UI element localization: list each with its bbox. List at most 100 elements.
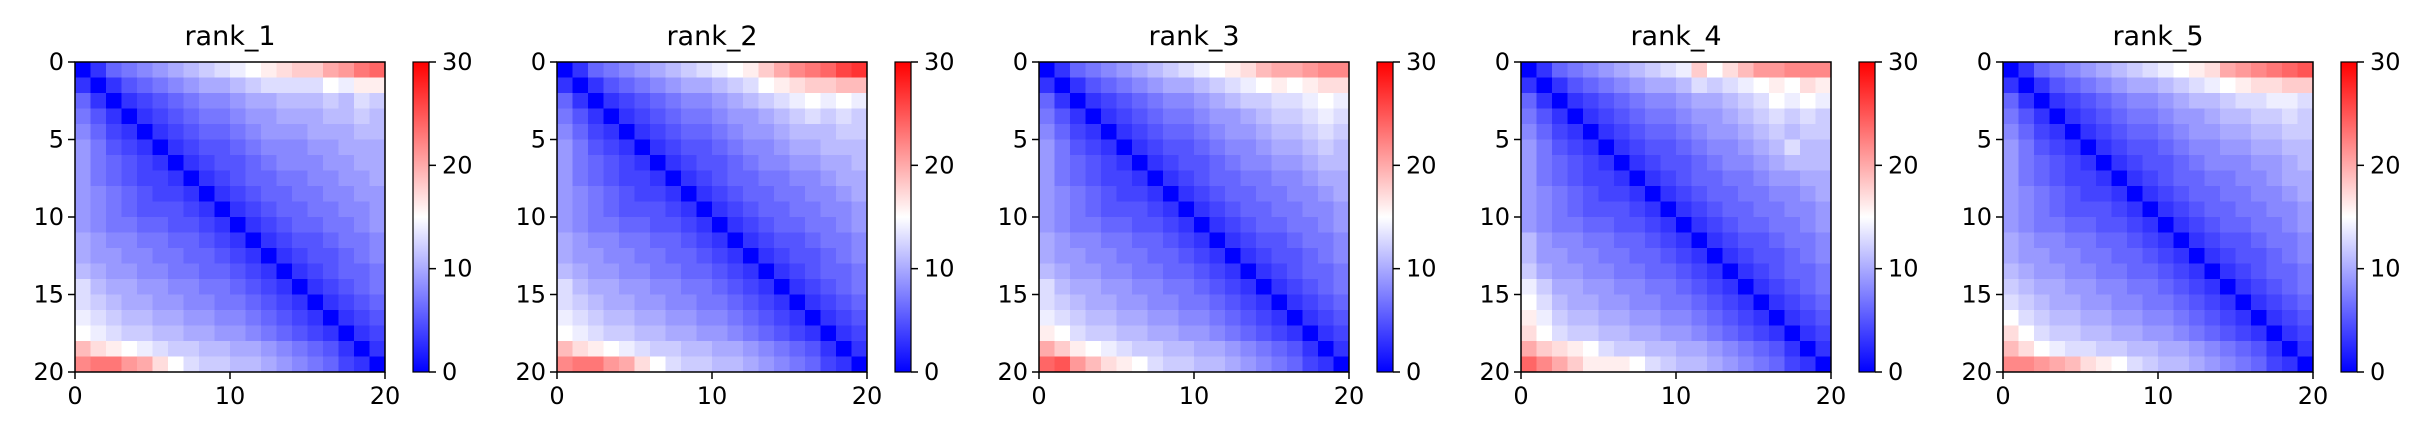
- heatmap-cell: [557, 139, 573, 156]
- heatmap-cell: [1209, 217, 1226, 233]
- heatmap-cell: [1147, 217, 1164, 233]
- heatmap-cell: [1333, 139, 1350, 156]
- heatmap-cell: [121, 108, 138, 125]
- heatmap-cell: [619, 201, 635, 218]
- heatmap-cell: [619, 93, 635, 109]
- heatmap-cell: [2142, 62, 2159, 78]
- heatmap-cell: [1769, 124, 1785, 140]
- heatmap-cell: [1101, 77, 1117, 94]
- heatmap-cell: [2282, 248, 2298, 264]
- heatmap-cell: [1645, 170, 1661, 187]
- heatmap-cell: [774, 93, 790, 109]
- heatmap-cell: [1116, 217, 1133, 233]
- heatmap-cell: [603, 217, 620, 233]
- heatmap-cell: [665, 279, 682, 295]
- heatmap-cell: [245, 124, 262, 140]
- heatmap-cell: [1256, 201, 1272, 218]
- heatmap-cell: [2282, 232, 2298, 249]
- heatmap-cell: [2204, 93, 2221, 109]
- heatmap-cell: [820, 139, 837, 156]
- heatmap-cell: [2297, 294, 2314, 311]
- heatmap-cell: [1567, 93, 1584, 109]
- heatmap-cell: [665, 62, 682, 78]
- heatmap-cell: [836, 186, 852, 202]
- heatmap-cell: [1614, 279, 1630, 295]
- heatmap-cell: [696, 155, 713, 171]
- heatmap-cell: [1660, 93, 1677, 109]
- heatmap-cell: [1629, 217, 1646, 233]
- heatmap-cell: [634, 294, 651, 311]
- heatmap-cell: [727, 62, 744, 78]
- heatmap-cell: [1598, 217, 1615, 233]
- heatmap-cell: [1333, 108, 1350, 125]
- heatmap-cell: [1707, 62, 1723, 78]
- heatmap-cell: [1209, 93, 1226, 109]
- heatmap-cell: [1676, 325, 1692, 342]
- heatmap-cell: [1194, 93, 1210, 109]
- heatmap-cell: [774, 186, 790, 202]
- heatmap-cell: [2158, 201, 2174, 218]
- heatmap-cell: [90, 155, 107, 171]
- heatmap-cell: [2189, 62, 2205, 78]
- heatmap-cell: [2127, 310, 2143, 326]
- heatmap-cell: [261, 62, 277, 78]
- heatmap-cell: [1318, 124, 1334, 140]
- heatmap-cell: [245, 325, 262, 342]
- heatmap-cell: [1645, 186, 1661, 202]
- heatmap-cell: [323, 124, 339, 140]
- heatmap-cell: [2220, 62, 2236, 78]
- heatmap-cell: [2297, 232, 2314, 249]
- heatmap-cell: [1209, 155, 1226, 171]
- heatmap-cell: [634, 62, 651, 78]
- heatmap-cell: [2096, 248, 2112, 264]
- heatmap-cell: [137, 263, 153, 280]
- heatmap-cell: [1070, 341, 1086, 357]
- heatmap-cell: [1085, 279, 1102, 295]
- heatmap-cell: [1333, 248, 1350, 264]
- heatmap-cell: [2266, 341, 2283, 357]
- heatmap-cell: [2034, 155, 2050, 171]
- heatmap-cell: [774, 248, 790, 264]
- heatmap-cell: [2266, 170, 2283, 187]
- heatmap-cell: [292, 263, 308, 280]
- heatmap-cell: [1225, 356, 1241, 373]
- heatmap-cell: [338, 217, 355, 233]
- heatmap-cell: [712, 341, 728, 357]
- heatmap-cell: [183, 62, 200, 78]
- heatmap-cell: [323, 356, 339, 373]
- heatmap-cell: [1240, 248, 1257, 264]
- heatmap-cell: [588, 248, 604, 264]
- heatmap-cell: [727, 124, 744, 140]
- heatmap-cell: [1815, 325, 1832, 342]
- heatmap-cell: [2158, 279, 2174, 295]
- heatmap-cell: [214, 170, 231, 187]
- heatmap-cell: [1784, 356, 1801, 373]
- heatmap-cell: [75, 279, 91, 295]
- heatmap-cells: [1521, 62, 1832, 373]
- heatmap-cell: [2297, 155, 2314, 171]
- heatmap-cell: [2018, 217, 2035, 233]
- heatmap-cell: [1116, 356, 1133, 373]
- heatmap-cell: [90, 263, 107, 280]
- heatmap-cell: [276, 186, 293, 202]
- heatmap-cell: [2003, 155, 2019, 171]
- heatmap-cell: [2111, 310, 2128, 326]
- heatmap-cell: [789, 341, 806, 357]
- heatmap-cell: [1521, 325, 1537, 342]
- heatmap-cell: [1070, 77, 1086, 94]
- heatmap-cell: [774, 62, 790, 78]
- heatmap-cell: [1707, 294, 1723, 311]
- heatmap-cell: [1567, 356, 1584, 373]
- heatmap-cell: [1552, 356, 1568, 373]
- heatmap-cell: [2034, 294, 2050, 311]
- heatmap-cell: [1318, 341, 1334, 357]
- heatmap-cell: [1738, 310, 1754, 326]
- heatmap-cell: [1521, 341, 1537, 357]
- heatmap-cell: [2096, 186, 2112, 202]
- heatmap-cell: [276, 201, 293, 218]
- heatmap-cell: [2142, 139, 2159, 156]
- heatmap-cell: [2251, 248, 2267, 264]
- heatmap-cell: [137, 155, 153, 171]
- heatmap-cell: [1521, 294, 1537, 311]
